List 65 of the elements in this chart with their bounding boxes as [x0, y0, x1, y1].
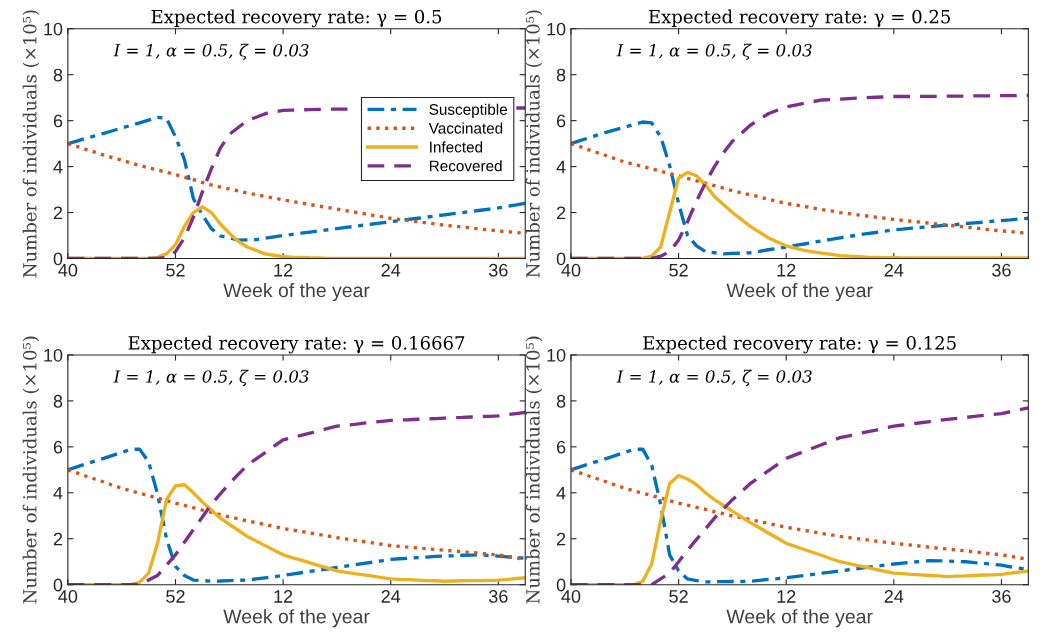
x-tick-label: 36 — [992, 590, 1011, 603]
y-tick-label: 2 — [556, 206, 566, 220]
legend-label: Vaccinated — [428, 122, 503, 134]
y-tick-label: 4 — [556, 160, 566, 174]
y-tick-label: 6 — [556, 114, 566, 128]
y-tick-label: 10 — [547, 22, 566, 36]
x-tick-label: 52 — [669, 590, 688, 603]
x-tick-label: 36 — [488, 263, 508, 277]
annotation: I = 1, α = 0.5, ζ = 0.03 — [616, 369, 812, 386]
annotation: I = 1, α = 0.5, ζ = 0.03 — [113, 43, 309, 60]
legend-label: Recovered — [429, 160, 502, 172]
x-tick-label: 40 — [58, 590, 78, 603]
chart-title: Expected recovery rate: γ = 0.25 — [648, 9, 950, 28]
y-axis-title: Number of individuals (×10⁵) — [22, 10, 40, 278]
y-tick-label: 10 — [547, 348, 566, 362]
y-tick-label: 10 — [44, 348, 63, 362]
y-tick-label: 4 — [556, 486, 566, 500]
y-tick-label: 2 — [556, 532, 566, 546]
y-tick-label: 10 — [44, 22, 63, 36]
y-tick-label: 8 — [556, 68, 566, 82]
annotation: I = 1, α = 0.5, ζ = 0.03 — [113, 369, 309, 386]
x-tick-label: 24 — [381, 263, 401, 277]
y-axis-title: Number of individuals (×10⁵) — [525, 10, 543, 278]
chart-title: Expected recovery rate: γ = 0.125 — [643, 335, 956, 354]
x-tick-label: 12 — [777, 263, 796, 277]
x-tick-label: 52 — [166, 590, 185, 603]
annotation: I = 1, α = 0.5, ζ = 0.03 — [616, 43, 812, 60]
y-tick-label: 8 — [556, 394, 566, 408]
y-tick-label: 0 — [556, 578, 566, 592]
legend-label: Susceptible — [429, 103, 508, 118]
y-tick-label: 8 — [53, 394, 63, 408]
x-tick-label: 52 — [166, 263, 185, 277]
y-tick-label: 8 — [53, 68, 63, 82]
y-tick-label: 2 — [53, 532, 63, 546]
legend-label: Infected — [430, 141, 483, 153]
y-tick-label: 0 — [556, 252, 566, 266]
x-tick-label: 40 — [561, 263, 581, 277]
x-axis-title: Week of the year — [726, 282, 873, 302]
x-tick-label: 40 — [561, 590, 581, 603]
x-axis-title: Week of the year — [223, 609, 370, 628]
x-tick-label: 12 — [274, 263, 293, 277]
y-axis-title: Number of individuals (×10⁵) — [22, 336, 40, 604]
x-tick-label: 36 — [992, 263, 1011, 277]
y-tick-label: 6 — [556, 440, 566, 454]
x-tick-label: 40 — [58, 263, 78, 277]
y-tick-label: 6 — [53, 114, 63, 128]
y-tick-label: 4 — [53, 160, 63, 174]
y-tick-label: 4 — [53, 486, 63, 500]
x-axis-title: Week of the year — [726, 609, 873, 628]
x-tick-label: 12 — [777, 590, 796, 603]
y-axis-title: Number of individuals (×10⁵) — [525, 336, 543, 604]
y-tick-label: 0 — [53, 578, 63, 592]
x-tick-label: 52 — [669, 263, 688, 277]
y-tick-label: 0 — [53, 252, 63, 266]
x-tick-label: 36 — [488, 590, 508, 603]
line-series — [570, 120, 1029, 256]
chart-title: Expected recovery rate: γ = 0.16667 — [128, 335, 465, 354]
y-tick-label: 6 — [53, 440, 63, 454]
x-tick-label: 24 — [884, 590, 904, 603]
x-axis-title: Week of the year — [223, 282, 370, 302]
x-tick-label: 12 — [274, 590, 293, 603]
chart-title: Expected recovery rate: γ = 0.5 — [151, 9, 442, 28]
x-tick-label: 24 — [884, 263, 904, 277]
y-tick-label: 2 — [53, 206, 63, 220]
x-tick-label: 24 — [381, 590, 401, 603]
